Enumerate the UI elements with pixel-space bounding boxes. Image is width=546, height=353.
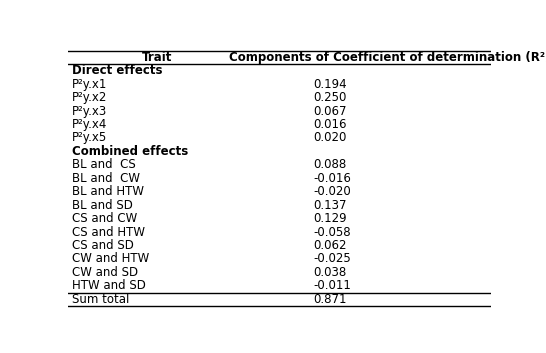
Text: -0.016: -0.016 xyxy=(313,172,352,185)
Text: 0.194: 0.194 xyxy=(313,78,347,91)
Text: 0.067: 0.067 xyxy=(313,104,347,118)
Text: P²y.x2: P²y.x2 xyxy=(72,91,107,104)
Text: -0.025: -0.025 xyxy=(313,252,352,265)
Text: Components of Coefficient of determination (R²): Components of Coefficient of determinati… xyxy=(229,51,546,64)
Text: BL and SD: BL and SD xyxy=(72,199,133,212)
Text: HTW and SD: HTW and SD xyxy=(72,279,146,292)
Text: P²y.x5: P²y.x5 xyxy=(72,131,107,144)
Text: BL and  CW: BL and CW xyxy=(72,172,140,185)
Text: 0.871: 0.871 xyxy=(313,293,347,306)
Text: BL and HTW: BL and HTW xyxy=(72,185,144,198)
Text: Sum total: Sum total xyxy=(72,293,129,306)
Text: Combined effects: Combined effects xyxy=(72,145,188,158)
Text: CS and HTW: CS and HTW xyxy=(72,226,145,239)
Text: Direct effects: Direct effects xyxy=(72,64,162,77)
Text: 0.129: 0.129 xyxy=(313,212,347,225)
Text: CS and SD: CS and SD xyxy=(72,239,134,252)
Text: -0.011: -0.011 xyxy=(313,279,352,292)
Text: CW and SD: CW and SD xyxy=(72,266,138,279)
Text: P²y.x3: P²y.x3 xyxy=(72,104,107,118)
Text: 0.020: 0.020 xyxy=(313,131,347,144)
Text: 0.038: 0.038 xyxy=(313,266,347,279)
Text: P²y.x1: P²y.x1 xyxy=(72,78,107,91)
Text: 0.016: 0.016 xyxy=(313,118,347,131)
Text: 0.088: 0.088 xyxy=(313,158,347,171)
Text: P²y.x4: P²y.x4 xyxy=(72,118,107,131)
Text: CS and CW: CS and CW xyxy=(72,212,137,225)
Text: 0.137: 0.137 xyxy=(313,199,347,212)
Text: BL and  CS: BL and CS xyxy=(72,158,135,171)
Text: -0.020: -0.020 xyxy=(313,185,352,198)
Text: CW and HTW: CW and HTW xyxy=(72,252,149,265)
Text: Trait: Trait xyxy=(142,51,173,64)
Text: 0.062: 0.062 xyxy=(313,239,347,252)
Text: -0.058: -0.058 xyxy=(313,226,351,239)
Text: 0.250: 0.250 xyxy=(313,91,347,104)
